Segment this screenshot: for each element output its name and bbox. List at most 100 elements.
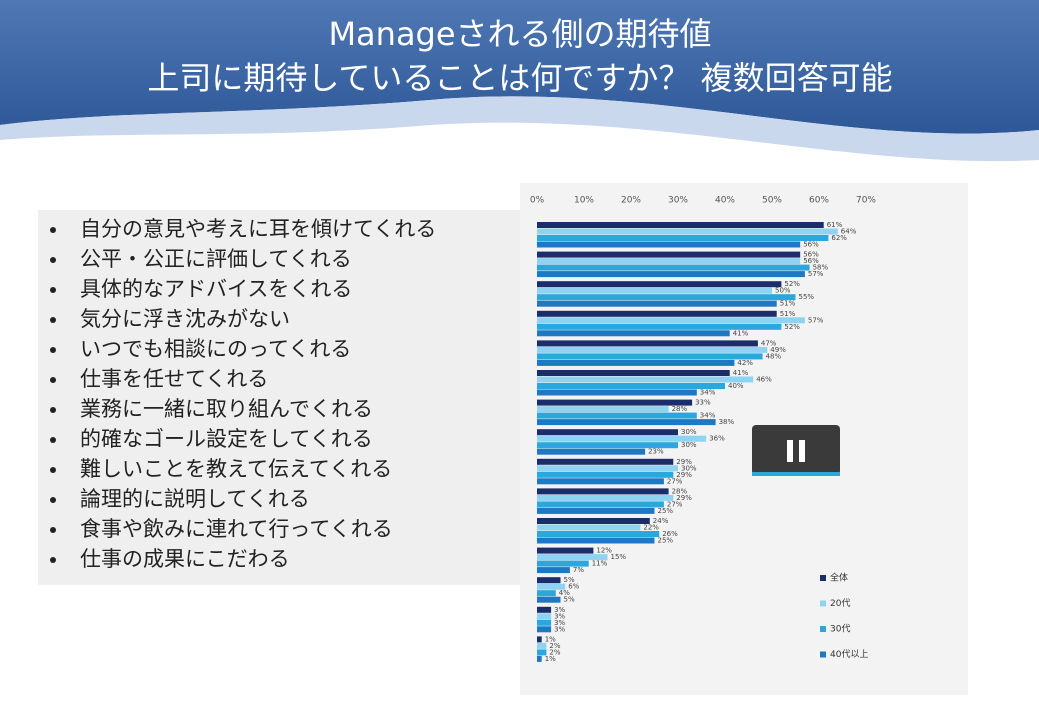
value-label: 27% (667, 477, 683, 485)
bar (537, 340, 758, 347)
bar (537, 346, 768, 353)
bar (537, 642, 547, 649)
list-item: 気分に浮き沈みがない (80, 307, 290, 331)
value-label: 58% (813, 264, 829, 272)
bar (537, 419, 716, 426)
legend-swatch (820, 651, 826, 658)
bar (537, 636, 542, 643)
value-label: 4% (559, 589, 570, 597)
list-panel (38, 210, 520, 585)
value-label: 56% (803, 257, 819, 265)
value-label: 38% (719, 418, 735, 426)
bar (537, 264, 810, 271)
bar (537, 412, 697, 419)
bar (537, 310, 777, 317)
bar (537, 370, 730, 376)
value-label: 25% (658, 537, 674, 545)
chart: 0% 10% 20% 30% 40% 50% 60% 70%61%64%62%56%56%56… (530, 196, 877, 663)
bar (537, 606, 552, 613)
bar (537, 465, 678, 472)
bar (537, 583, 566, 590)
value-label: 12% (596, 547, 612, 555)
bar (537, 501, 664, 508)
list-item: 的確なゴール設定をしてくれる (80, 427, 373, 451)
value-label: 33% (695, 399, 711, 407)
bar (537, 406, 669, 413)
value-label: 3% (554, 625, 565, 633)
value-label: 46% (756, 376, 772, 384)
value-label: 42% (737, 359, 753, 367)
list-item: いつでも相談にのってくれる (80, 337, 351, 361)
bar (537, 330, 730, 337)
value-label: 55% (799, 293, 815, 301)
value-label: 5% (564, 576, 575, 584)
bar (537, 613, 552, 620)
value-label: 56% (803, 251, 819, 259)
bar (537, 258, 801, 265)
header-wave (0, 96, 1039, 162)
value-label: 56% (803, 241, 819, 249)
bar (537, 458, 674, 465)
bar (537, 537, 655, 544)
value-label: 1% (545, 655, 556, 663)
value-label: 51% (780, 310, 796, 318)
list-item: 仕事を任せてくれる (80, 367, 268, 391)
bar (537, 524, 641, 531)
list-item: 具体的なアドバイスをくれる (80, 277, 352, 301)
bar (537, 590, 556, 597)
value-label: 23% (648, 448, 664, 456)
value-label: 52% (784, 323, 800, 331)
bullet-list: 自分の意見や考えに耳を傾けてくれる公平・公正に評価してくれる具体的なアドバイスを… (50, 217, 436, 571)
x-tick-label: 50% (762, 196, 782, 206)
bar (537, 353, 763, 360)
bar (537, 323, 782, 330)
bar (537, 448, 646, 455)
value-label: 22% (643, 524, 659, 532)
bullet (50, 287, 56, 293)
list-item: 食事や飲みに連れて行ってくれる (80, 517, 393, 541)
bar (537, 655, 542, 662)
bullet (50, 467, 56, 473)
x-tick-label: 10% (574, 196, 594, 206)
bar (537, 518, 650, 524)
bar (537, 383, 725, 389)
value-label: 2% (549, 648, 560, 656)
pause-button[interactable] (752, 425, 840, 476)
title-line: Manageされる側の期待値 (328, 15, 711, 53)
x-tick-label: 20% (621, 196, 641, 206)
bar (537, 294, 796, 301)
bar (537, 271, 805, 278)
value-label: 29% (676, 471, 692, 479)
bar (537, 399, 693, 406)
value-label: 29% (676, 494, 692, 502)
bullet (50, 407, 56, 413)
value-label: 34% (700, 389, 716, 397)
list-item: 自分の意見や考えに耳を傾けてくれる (80, 217, 436, 241)
list-item: 論理的に説明してくれる (80, 487, 310, 511)
value-label: 24% (653, 517, 669, 525)
bar (537, 376, 754, 383)
value-label: 36% (709, 435, 725, 443)
value-label: 57% (808, 270, 824, 278)
value-label: 25% (658, 507, 674, 515)
x-tick-label: 70% (856, 196, 876, 206)
bar (537, 228, 838, 235)
bar (537, 547, 594, 554)
bar (537, 507, 655, 514)
bar (537, 649, 547, 656)
value-label: 27% (667, 500, 683, 508)
bar (537, 577, 561, 584)
list-item: 公平・公正に評価してくれる (80, 247, 352, 271)
value-label: 49% (770, 346, 786, 354)
value-label: 48% (766, 352, 782, 360)
value-label: 15% (611, 553, 627, 561)
legend-label: 20代 (830, 598, 850, 609)
legend-swatch (820, 575, 826, 581)
legend-label: 40代以上 (830, 649, 868, 660)
legend-label: 全体 (830, 572, 848, 584)
bar (537, 442, 678, 449)
value-label: 3% (554, 619, 565, 627)
bar (537, 531, 660, 537)
bar (537, 560, 589, 567)
